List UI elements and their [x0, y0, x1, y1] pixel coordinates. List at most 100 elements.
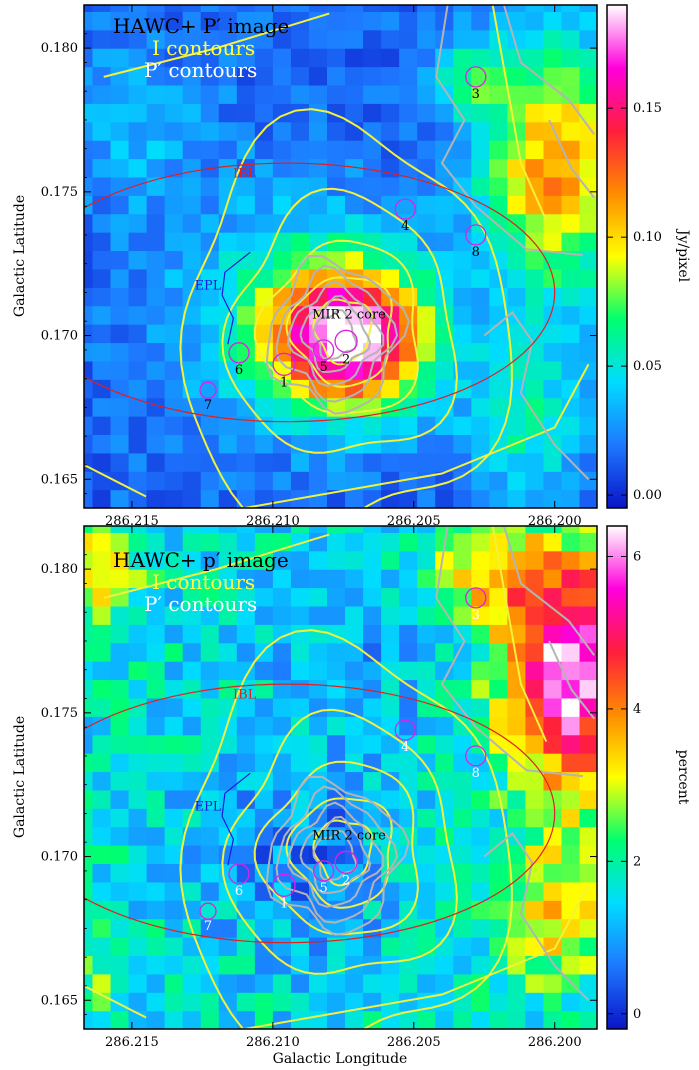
p-contour-line	[287, 280, 385, 387]
heatmap-cell	[218, 379, 237, 399]
heatmap-cell	[542, 397, 562, 417]
heatmap-cell	[470, 416, 490, 436]
heatmap-cell	[416, 642, 436, 662]
heatmap-cell	[109, 103, 129, 123]
heatmap-cell	[236, 84, 255, 104]
heatmap-cell	[452, 642, 472, 662]
heatmap-cell	[91, 937, 111, 957]
heatmap-cell	[398, 195, 418, 215]
heatmap-cell	[326, 250, 346, 270]
heatmap-cell	[380, 955, 400, 975]
heatmap-cell	[434, 452, 454, 472]
heatmap-cell	[84, 84, 93, 104]
heatmap-cell	[542, 176, 562, 196]
heatmap-cell	[542, 973, 562, 993]
heatmap-cell	[506, 324, 526, 344]
heatmap-cell	[470, 826, 490, 846]
heatmap-cell	[290, 452, 309, 472]
heatmap-cell	[344, 5, 364, 12]
heatmap-cell	[308, 489, 328, 508]
heatmap-cell	[470, 863, 490, 883]
heatmap-cell	[524, 103, 544, 123]
heatmap-cell	[84, 158, 93, 178]
heatmap-cell	[452, 324, 472, 344]
heatmap-cell	[182, 642, 201, 662]
heatmap-cell	[308, 397, 328, 417]
heatmap-cell	[578, 66, 597, 86]
heatmap-cell	[488, 158, 508, 178]
heatmap-cell	[218, 587, 237, 607]
heatmap-cell	[506, 734, 526, 754]
heatmap-cell	[362, 845, 382, 865]
heatmap-cell	[236, 808, 255, 828]
heatmap-cell	[560, 471, 580, 491]
heatmap-cell	[290, 287, 309, 307]
colorbar-ticks-top: 0.00 0.05 0.10 0.15	[607, 101, 662, 503]
heatmap-cell	[434, 379, 454, 399]
y-tick-label: 0.180	[41, 41, 78, 56]
heatmap-cell	[560, 550, 580, 570]
heatmap-cell	[560, 416, 580, 436]
heatmap-cell	[542, 287, 562, 307]
heatmap-cell	[109, 213, 129, 233]
heatmap-cell	[164, 287, 183, 307]
colorbar-tick-label: 0.15	[633, 101, 662, 116]
heatmap-cell	[344, 587, 364, 607]
heatmap-cell	[91, 360, 111, 380]
heatmap-cell	[578, 268, 597, 288]
heatmap-cell	[200, 753, 219, 773]
heatmap-cell	[218, 1010, 237, 1029]
label-epl: EPL	[195, 279, 222, 294]
heatmap-cell	[127, 287, 147, 307]
heatmap-cell	[91, 48, 111, 68]
heatmap-cell	[290, 624, 309, 644]
heatmap-cell	[146, 624, 165, 644]
heatmap-cell	[326, 48, 346, 68]
heatmap-cell	[164, 268, 183, 288]
heatmap-cell	[254, 268, 273, 288]
heatmap-cell	[127, 140, 147, 160]
heatmap-cell	[362, 532, 382, 552]
heatmap-cell	[127, 642, 147, 662]
heatmap-cell	[416, 121, 436, 141]
heatmap-cell	[416, 103, 436, 123]
heatmap-cell	[416, 753, 436, 773]
heatmap-cell	[398, 605, 418, 625]
heatmap-cell	[380, 624, 400, 644]
heatmap-cell	[380, 305, 400, 325]
heatmap-cell	[236, 434, 255, 454]
heatmap-cell	[254, 734, 273, 754]
heatmap-cell	[362, 526, 382, 533]
i-contour-line	[285, 797, 393, 909]
heatmap-cell	[470, 29, 490, 49]
heatmap-cell	[84, 287, 93, 307]
heatmap-cell	[127, 176, 147, 196]
heatmap-cell	[524, 140, 544, 160]
heatmap-cell	[127, 973, 147, 993]
i-contour-line	[491, 526, 548, 743]
heatmap-cell	[218, 900, 237, 920]
colorbar-tick-label: 6	[633, 549, 641, 564]
heatmap-cell	[254, 973, 273, 993]
heatmap-cell	[488, 360, 508, 380]
heatmap-cell	[200, 379, 219, 399]
heatmap-cell	[109, 753, 129, 773]
heatmap-cell	[164, 955, 183, 975]
legend-line-3: P′ contours	[144, 592, 257, 616]
heatmap-cell	[109, 771, 129, 791]
heatmap-cell	[218, 434, 237, 454]
heatmap-cell	[416, 771, 436, 791]
heatmap-cell	[362, 771, 382, 791]
heatmap-cell	[164, 734, 183, 754]
heatmap-cell	[200, 973, 219, 993]
heatmap-cell	[308, 5, 328, 12]
heatmap-cell	[362, 489, 382, 508]
heatmap-cell	[218, 121, 237, 141]
heatmap-cell	[434, 121, 454, 141]
heatmap-cell	[578, 103, 597, 123]
heatmap-cell	[200, 716, 219, 736]
heatmap-cell	[344, 771, 364, 791]
heatmap-cell	[272, 471, 291, 491]
heatmap-cell	[200, 661, 219, 681]
heatmap-cell	[380, 11, 400, 31]
